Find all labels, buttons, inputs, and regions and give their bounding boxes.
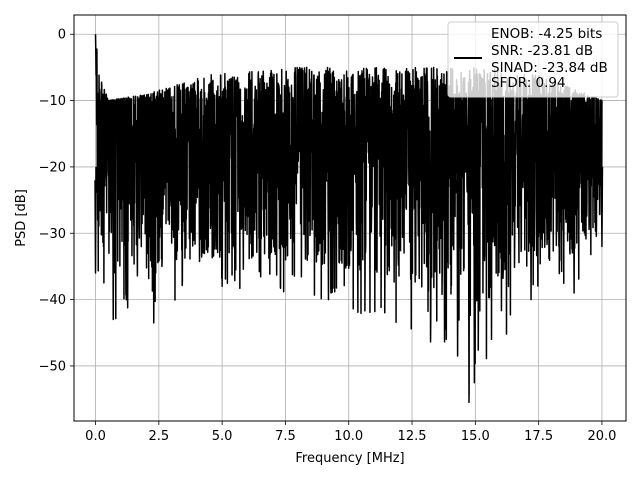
y-tick-label: −40 [39, 293, 66, 308]
x-tick-label: 0.0 [85, 429, 106, 444]
plot-frame [73, 14, 627, 422]
x-tick-label: 20.0 [587, 429, 616, 444]
x-tick-label: 5.0 [212, 429, 233, 444]
y-axis-ticks: 0 −10 −20 −30 −40 −50 [39, 28, 74, 374]
y-tick-label: −20 [39, 160, 66, 175]
legend-entry-snr: SNR: -23.81 dB [491, 43, 593, 59]
y-tick-label: −50 [39, 359, 66, 374]
y-tick-label: −10 [39, 94, 66, 109]
x-tick-label: 15.0 [461, 429, 490, 444]
x-tick-label: 17.5 [524, 429, 553, 444]
y-tick-label: 0 [58, 28, 66, 43]
x-tick-label: 10.0 [334, 429, 363, 444]
legend-entry-sinad: SINAD: -23.84 dB [491, 60, 608, 76]
y-axis-label: PSD [dB] [14, 189, 29, 247]
x-tick-label: 12.5 [398, 429, 427, 444]
y-tick-label: −30 [39, 227, 66, 242]
legend-entry-sfdr: SFDR: 0.94 [491, 75, 566, 91]
x-tick-label: 7.5 [275, 429, 296, 444]
psd-series-line [94, 34, 604, 404]
legend-box [447, 21, 619, 98]
x-axis-label: Frequency [MHz] [295, 451, 404, 466]
x-axis-ticks: 0.0 2.5 5.0 7.5 10.0 12.5 15.0 17.5 20.0 [85, 421, 616, 444]
legend-entry-enob: ENOB: -4.25 bits [491, 26, 602, 42]
legend: ENOB: -4.25 bits SNR: -23.81 dB SINAD: -… [447, 21, 619, 98]
x-tick-label: 2.5 [148, 429, 169, 444]
